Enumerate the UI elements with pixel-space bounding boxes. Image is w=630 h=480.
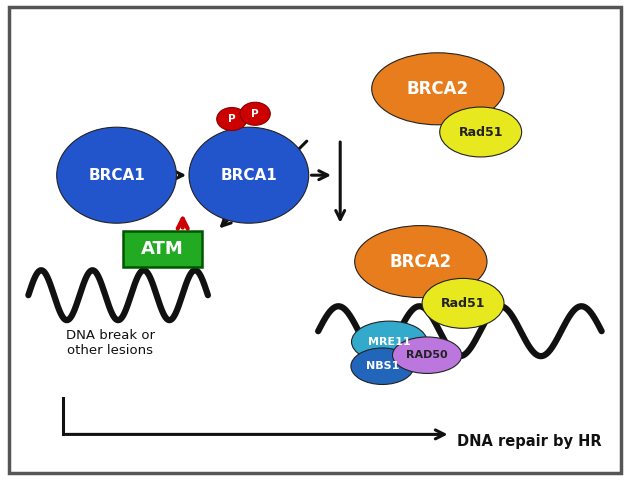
Ellipse shape xyxy=(355,226,487,298)
Circle shape xyxy=(240,102,270,125)
Text: BRCA2: BRCA2 xyxy=(390,252,452,271)
Ellipse shape xyxy=(440,107,522,157)
Text: Rad51: Rad51 xyxy=(441,297,485,310)
Text: BRCA1: BRCA1 xyxy=(220,168,277,183)
Text: NBS1: NBS1 xyxy=(366,361,399,371)
FancyBboxPatch shape xyxy=(9,7,621,473)
Text: P: P xyxy=(228,114,236,124)
Text: DNA repair by HR: DNA repair by HR xyxy=(457,434,602,449)
Text: BRCA2: BRCA2 xyxy=(407,80,469,98)
Text: DNA break or
other lesions: DNA break or other lesions xyxy=(66,329,155,357)
Ellipse shape xyxy=(372,53,504,125)
FancyBboxPatch shape xyxy=(123,231,202,267)
Ellipse shape xyxy=(392,337,462,373)
Text: ATM: ATM xyxy=(141,240,184,258)
Text: Rad51: Rad51 xyxy=(459,125,503,139)
Ellipse shape xyxy=(351,348,414,384)
Ellipse shape xyxy=(352,321,427,362)
Circle shape xyxy=(217,108,247,131)
Ellipse shape xyxy=(422,278,504,328)
Text: MRE11: MRE11 xyxy=(368,337,411,347)
Ellipse shape xyxy=(189,127,309,223)
Text: BRCA1: BRCA1 xyxy=(88,168,145,183)
Text: P: P xyxy=(251,109,259,119)
Text: RAD50: RAD50 xyxy=(406,350,448,360)
Ellipse shape xyxy=(57,127,176,223)
